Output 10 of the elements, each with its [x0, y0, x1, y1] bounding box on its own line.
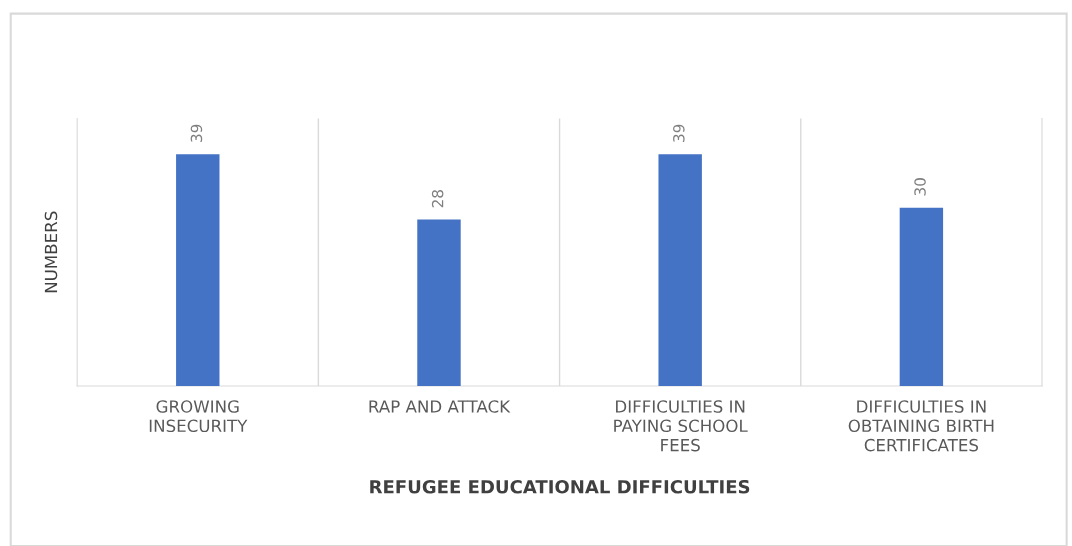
data-label: 39 [673, 124, 685, 142]
y-axis-title: NUMBERS [44, 211, 58, 293]
x-tick-label: DIFFICULTIES IN OBTAINING BIRTH CERTIFICATES [848, 400, 994, 452]
x-tick-label: DIFFICULTIES IN PAYING SCHOOL FEES [614, 400, 748, 452]
data-label: 28 [431, 190, 444, 208]
x-tick-label: GROWING INSECURITY [149, 400, 248, 433]
x-tick-label: RAP AND ATTACK [369, 400, 511, 413]
x-axis-title: REFUGEE EDUCATIONAL DIFFICULTIES [370, 479, 750, 494]
data-label: 39 [190, 124, 203, 142]
data-label: 30 [914, 178, 926, 196]
